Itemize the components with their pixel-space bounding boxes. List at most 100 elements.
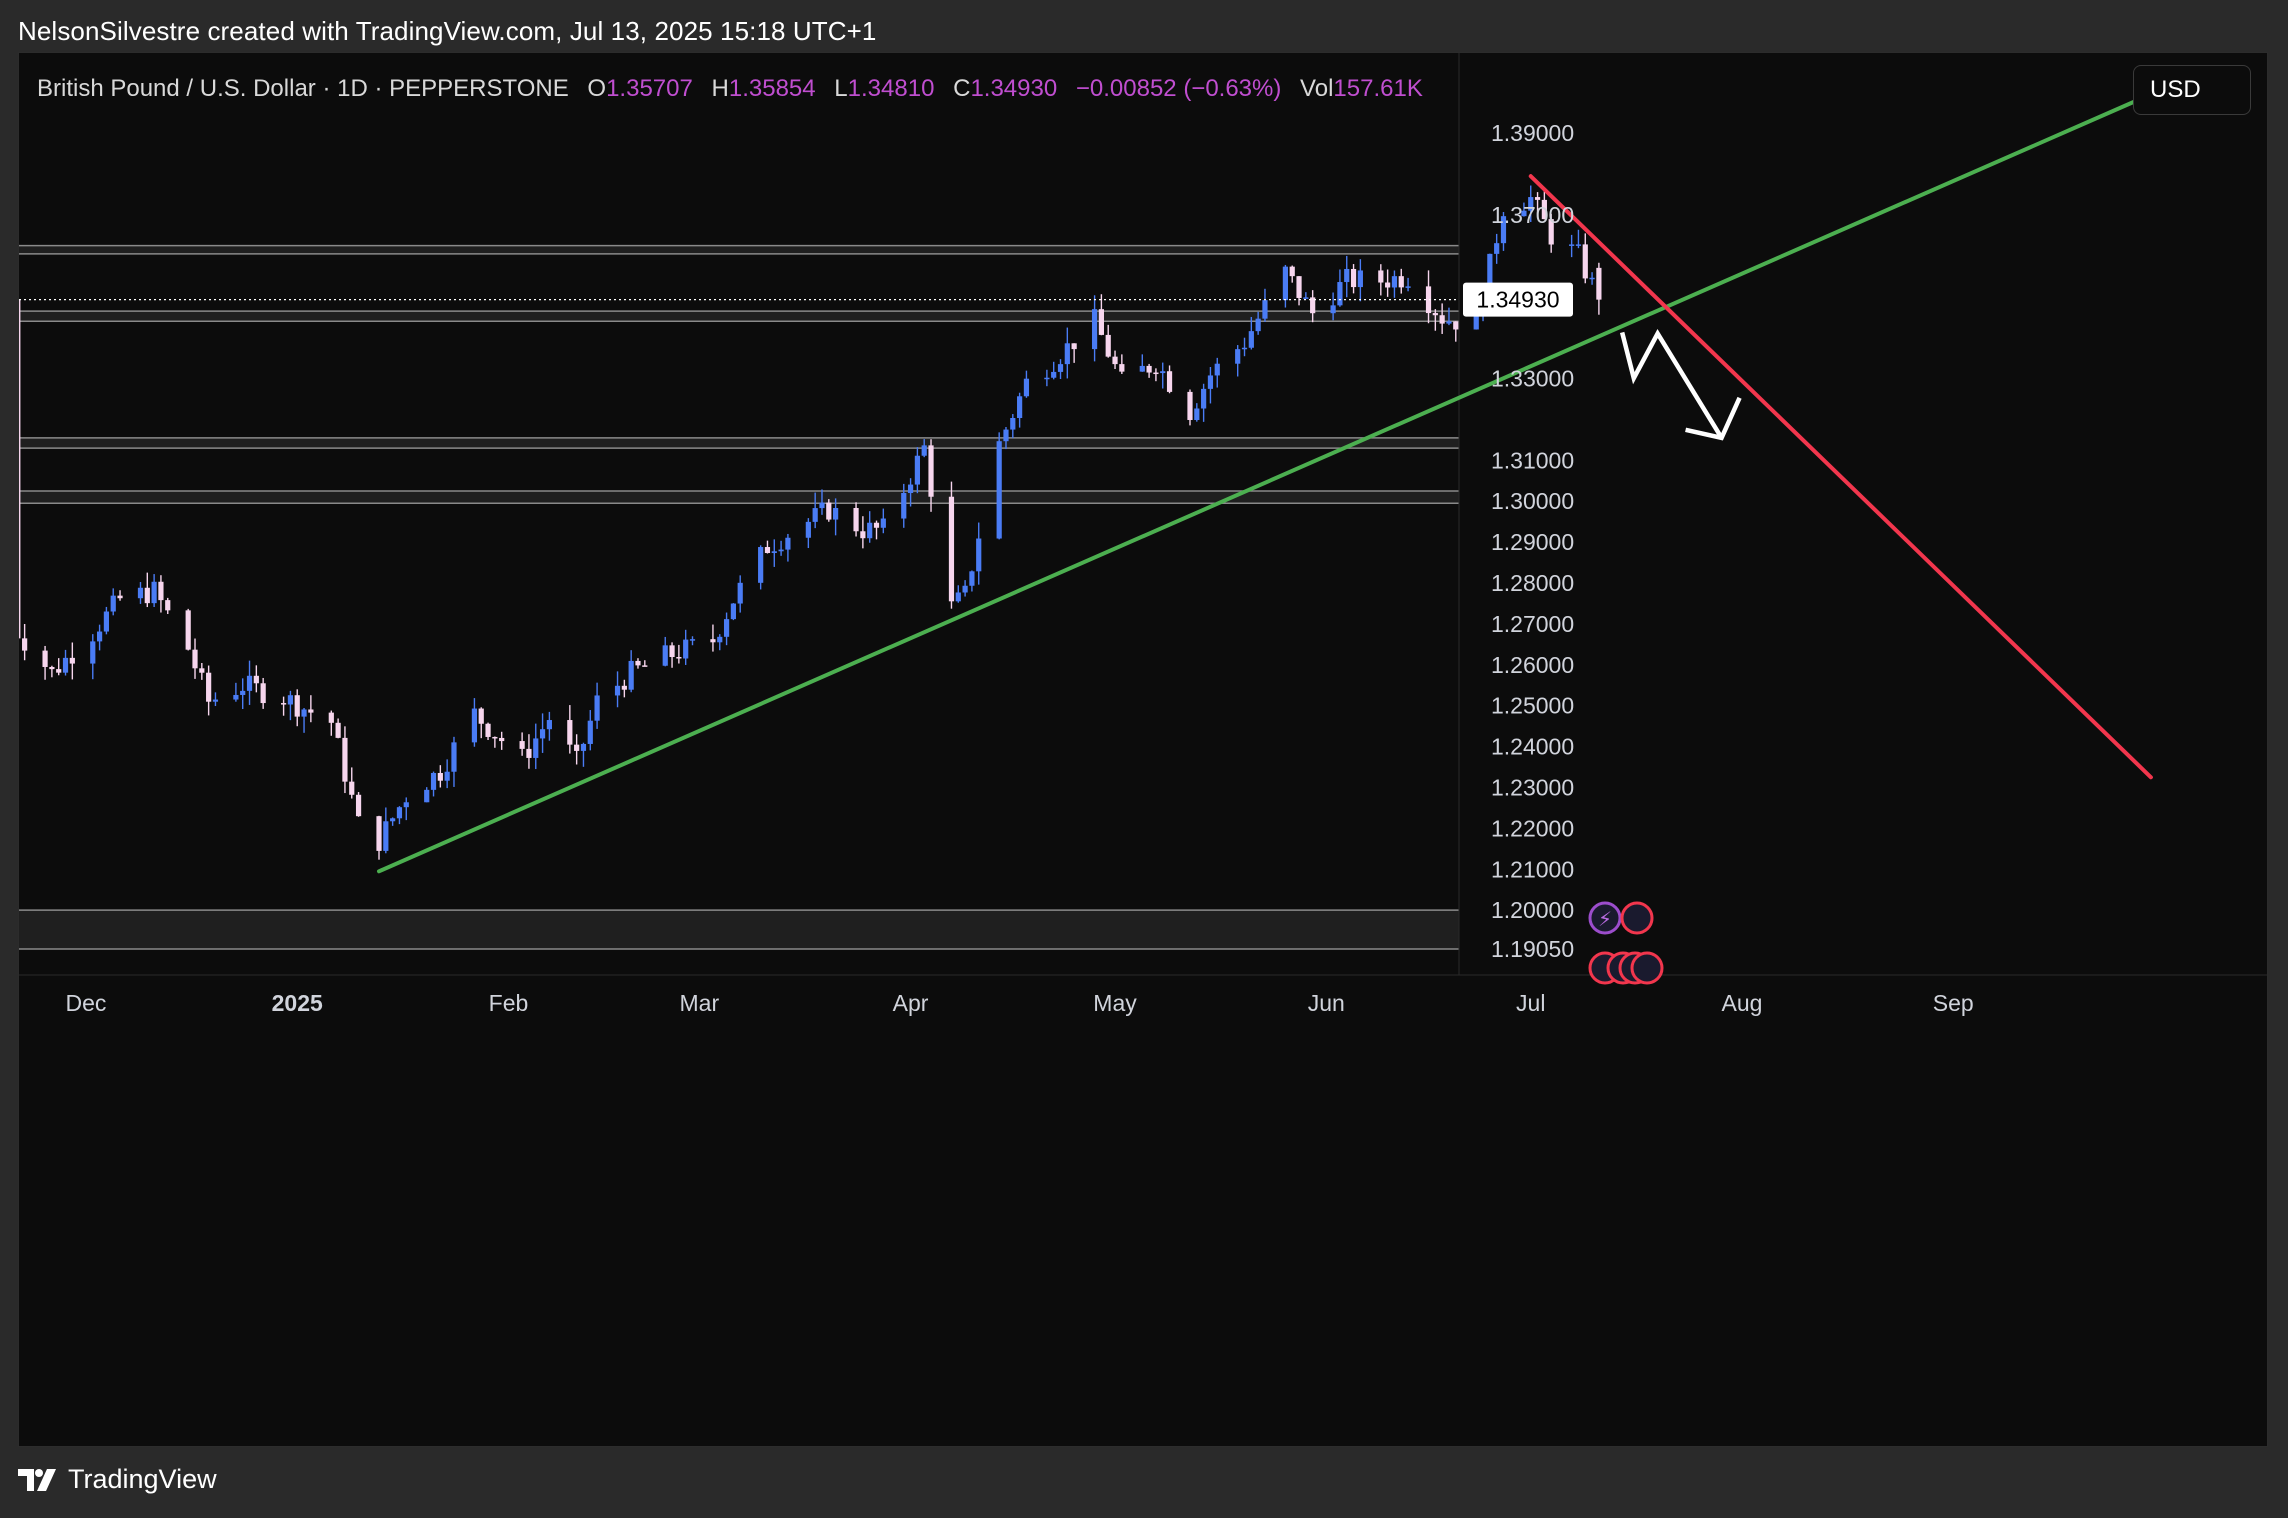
bearish-candle: [1098, 309, 1104, 335]
zone-band: [19, 491, 1459, 504]
bullish-candle: [1064, 343, 1070, 365]
bullish-candle: [1241, 347, 1248, 350]
open-label: O: [587, 75, 607, 102]
bearish-candle: [492, 736, 498, 739]
bearish-candle: [948, 496, 955, 602]
lightning-event-icon[interactable]: [1588, 901, 1622, 935]
bearish-candle: [526, 748, 532, 758]
bearish-candle: [873, 522, 880, 528]
bearish-candle: [185, 610, 191, 650]
bullish-candle: [689, 639, 696, 641]
bearish-candle: [635, 660, 641, 666]
arrow-head: [1685, 396, 1742, 441]
bullish-candle: [1017, 396, 1023, 419]
y-tick-label: 1.28000: [1491, 570, 1574, 596]
symbol-label[interactable]: British Pound / U.S. Dollar · 1D · PEPPE…: [37, 75, 569, 102]
tradingview-logo-icon: [18, 1468, 56, 1491]
bearish-candle: [1425, 286, 1432, 314]
bullish-candle: [1575, 244, 1582, 246]
bearish-candle: [342, 737, 348, 782]
bullish-candle: [1446, 321, 1452, 324]
bearish-candle: [499, 737, 505, 742]
support-trendline[interactable]: [377, 92, 2153, 874]
bearish-candle: [669, 645, 675, 658]
bullish-candle: [301, 709, 307, 717]
bearish-candle: [376, 816, 382, 851]
y-tick-label: 1.24000: [1491, 734, 1574, 760]
x-tick-label: Dec: [66, 990, 107, 1016]
bullish-candle: [1528, 197, 1534, 211]
bearish-candle: [567, 720, 573, 745]
bullish-candle: [737, 582, 743, 604]
uk-flag-event-icon[interactable]: [1620, 901, 1654, 935]
volume-value: 157.61K: [1333, 75, 1423, 102]
bearish-candle: [1289, 266, 1295, 277]
chart-attribution: NelsonSilvestre created with TradingView…: [18, 16, 877, 46]
bearish-candle: [621, 685, 627, 690]
bearish-candle: [19, 299, 21, 639]
bullish-candle: [1044, 377, 1050, 380]
bearish-candle: [117, 595, 123, 599]
bullish-candle: [976, 538, 982, 572]
bearish-projection-arrow[interactable]: [1619, 328, 1724, 440]
bearish-candle: [206, 672, 212, 702]
bearish-candle: [328, 712, 334, 723]
x-tick-label: Apr: [893, 990, 929, 1016]
close-value: 1.34930: [970, 75, 1058, 102]
bullish-candle: [451, 742, 457, 772]
price-chart[interactable]: ⚡ 1.34930 1.39000 1.37000 1.33000 1.31000 1.3…: [19, 53, 2268, 1447]
bullish-candle: [614, 685, 621, 696]
bearish-candle: [519, 741, 525, 749]
bearish-candle: [1534, 197, 1541, 200]
bullish-candle: [730, 603, 736, 620]
bearish-candle: [1582, 244, 1588, 279]
bullish-candle: [1255, 318, 1261, 332]
bullish-candle: [240, 690, 246, 695]
bearish-candle: [928, 445, 934, 497]
bearish-candle: [335, 722, 341, 738]
y-tick-label: 1.26000: [1491, 652, 1574, 678]
bullish-candle: [580, 743, 587, 751]
bearish-candle: [1548, 219, 1554, 245]
bullish-candle: [546, 720, 552, 730]
bearish-candle: [710, 639, 716, 643]
bullish-candle: [1207, 375, 1214, 389]
zone-band: [19, 910, 1459, 949]
bullish-candle: [969, 571, 975, 586]
tradingview-footer[interactable]: TradingView: [18, 1464, 217, 1495]
x-tick-label: Sep: [1933, 990, 1974, 1016]
bullish-candle: [383, 821, 389, 851]
chart-panel[interactable]: ⚡ 1.34930 1.39000 1.37000 1.33000 1.31000 1.3…: [18, 52, 2268, 1447]
bearish-candle: [349, 781, 355, 795]
bullish-candle: [996, 441, 1002, 539]
bearish-candle: [853, 508, 859, 532]
x-tick-label: Mar: [680, 990, 720, 1016]
open-value: 1.35707: [606, 75, 693, 102]
bearish-candle: [260, 683, 266, 704]
bullish-candle: [1405, 286, 1411, 288]
bullish-candle: [430, 772, 437, 790]
y-tick-label: 1.20000: [1491, 897, 1574, 923]
bearish-candle: [1119, 364, 1125, 372]
zone-band: [19, 245, 1459, 254]
bullish-candle: [628, 660, 634, 690]
bullish-candle: [246, 675, 253, 691]
bullish-candle: [758, 547, 764, 583]
currency-button[interactable]: USD: [2133, 65, 2251, 115]
bearish-candle: [1453, 321, 1459, 330]
bearish-candle: [764, 547, 771, 554]
event-marker-icon[interactable]: [1630, 951, 1664, 985]
bullish-candle: [1330, 305, 1336, 314]
resistance-trendline[interactable]: [1528, 174, 2153, 780]
bearish-candle: [49, 666, 55, 670]
bullish-candle: [1003, 429, 1009, 442]
bullish-candle: [1569, 244, 1575, 246]
bearish-candle: [574, 744, 580, 751]
bearish-candle: [485, 723, 491, 737]
bullish-candle: [90, 641, 96, 664]
high-value: 1.35854: [728, 75, 816, 102]
bearish-candle: [1112, 356, 1118, 365]
y-tick-label: 1.25000: [1491, 693, 1574, 719]
bearish-candle: [1153, 372, 1159, 375]
bearish-candle: [1071, 343, 1077, 350]
